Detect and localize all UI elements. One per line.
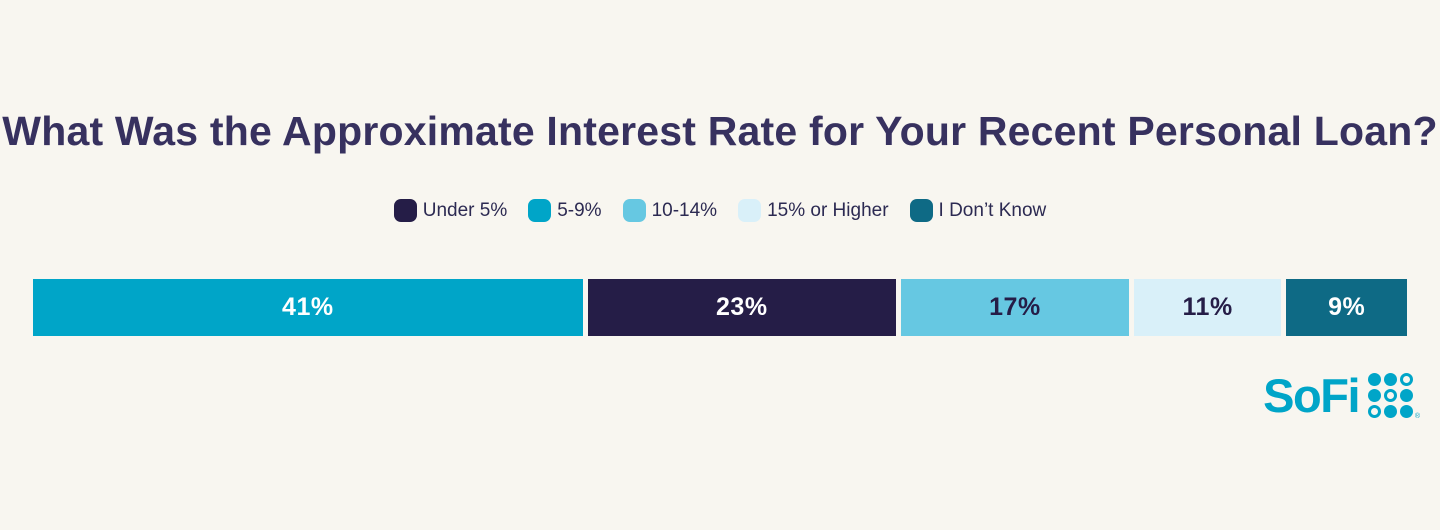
legend-swatch-icon	[909, 199, 933, 222]
bar-segment-value: 11%	[1182, 293, 1233, 321]
logo-dot-filled-icon	[1384, 373, 1397, 386]
legend-item: 10-14%	[622, 199, 718, 222]
registered-trademark-icon: ®	[1414, 413, 1420, 420]
bar-segment-15-or-higher: 11%	[1133, 279, 1282, 336]
sofi-logo: SoFi ®	[1263, 369, 1420, 422]
logo-dot-outline-icon	[1400, 373, 1413, 386]
bar-segment-value: 9%	[1328, 293, 1366, 321]
legend-label: Under 5%	[422, 199, 508, 221]
bar-segment-i-don-t-know: 9%	[1286, 279, 1408, 336]
bar-segment-value: 23%	[716, 293, 768, 321]
chart-title: What Was the Approximate Interest Rate f…	[2, 108, 1438, 154]
sofi-logo-dot-grid: ®	[1368, 373, 1420, 420]
logo-dot-filled-icon	[1400, 405, 1413, 418]
legend-label: 10-14%	[651, 199, 718, 221]
bar-segment-10-14-: 17%	[900, 279, 1129, 336]
bar-segment-5-9-: 41%	[33, 279, 583, 336]
legend-label: I Don’t Know	[938, 199, 1047, 221]
legend-item: 5-9%	[528, 199, 602, 222]
legend-swatch-icon	[622, 199, 646, 222]
legend-item: 15% or Higher	[738, 199, 889, 222]
bar-segment-value: 17%	[989, 293, 1041, 321]
legend-label: 5-9%	[557, 199, 602, 221]
logo-dot-filled-icon	[1384, 405, 1397, 418]
bar-segment-under-5-: 23%	[587, 279, 896, 336]
logo-dot-filled-icon	[1368, 389, 1381, 402]
stacked-bar: 41% 23% 17% 11% 9%	[33, 279, 1408, 336]
legend: Under 5% 5-9% 10-14% 15% or Higher I Don’t K…	[0, 199, 1440, 222]
logo-dot-outline-icon	[1384, 389, 1397, 402]
legend-item: Under 5%	[393, 199, 508, 222]
legend-swatch-icon	[528, 199, 552, 222]
legend-label: 15% or Higher	[767, 199, 889, 221]
legend-item: I Don’t Know	[909, 199, 1047, 222]
legend-swatch-icon	[393, 199, 417, 222]
logo-dot-filled-icon	[1368, 373, 1381, 386]
logo-dot-outline-icon	[1368, 405, 1381, 418]
legend-swatch-icon	[738, 199, 762, 222]
logo-dot-filled-icon	[1400, 389, 1413, 402]
sofi-logo-wordmark: SoFi	[1263, 369, 1360, 422]
bar-segment-value: 41%	[282, 293, 334, 321]
